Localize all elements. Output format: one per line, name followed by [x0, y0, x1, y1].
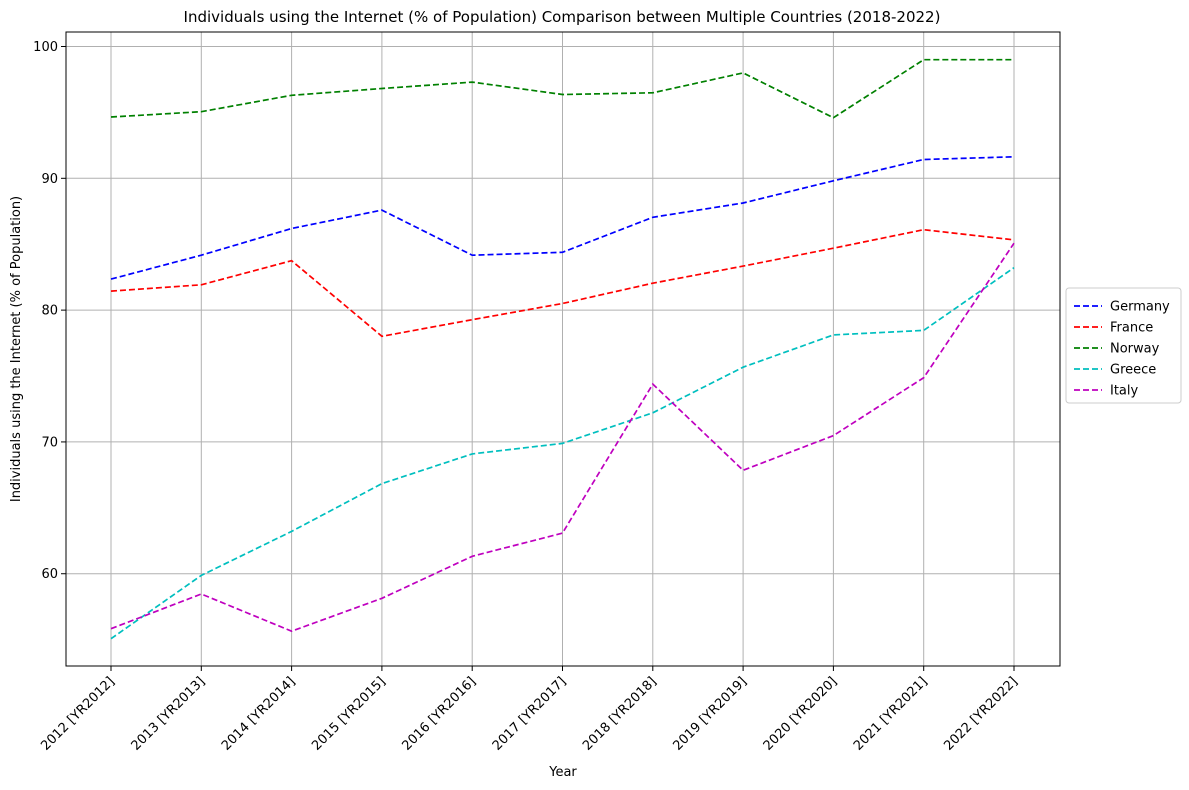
series-line-greece	[110, 267, 1015, 640]
x-tick-label: 2020 [YR2020]	[761, 674, 840, 753]
legend-label-france: France	[1110, 321, 1153, 336]
y-tick-label: 90	[41, 172, 58, 187]
x-tick-label: 2014 [YR2014]	[219, 674, 298, 753]
grid	[66, 32, 1060, 666]
x-tick-label: 2022 [YR2022]	[941, 674, 1020, 753]
y-tick-label: 100	[33, 40, 58, 55]
x-tick-label: 2013 [YR2013]	[129, 674, 208, 753]
legend-label-germany: Germany	[1110, 300, 1170, 315]
series-line-france	[110, 228, 1015, 338]
y-tick-label: 80	[41, 304, 58, 319]
x-axis-title: Year	[548, 765, 577, 780]
axis-ticks: 2012 [YR2012] 2013 [YR2013] 2014 [YR2014] 2…	[33, 40, 1021, 754]
series-line-italy	[110, 242, 1015, 633]
legend-label-italy: Italy	[1110, 384, 1139, 399]
chart-title: Individuals using the Internet (% of Pop…	[184, 8, 941, 26]
x-tick-label: 2015 [YR2015]	[309, 674, 388, 753]
y-tick-label: 70	[41, 435, 58, 450]
y-tick-label: 60	[41, 567, 58, 582]
legend-box	[1065, 287, 1182, 404]
x-tick-label: 2018 [YR2018]	[580, 674, 659, 753]
x-tick-label: 2016 [YR2016]	[400, 674, 479, 753]
x-tick-label: 2012 [YR2012]	[38, 674, 117, 753]
legend-label-norway: Norway	[1110, 342, 1160, 357]
series-line-germany	[110, 155, 1015, 280]
y-axis-title: Individuals using the Internet (% of Pop…	[9, 196, 24, 502]
x-tick-label: 2017 [YR2017]	[490, 674, 569, 753]
x-tick-label: 2021 [YR2021]	[851, 674, 930, 753]
legend-label-greece: Greece	[1110, 363, 1156, 378]
series-line-norway	[110, 58, 1014, 119]
legend: Germany France Norway Greece Italy	[1065, 287, 1182, 404]
series-lines	[110, 58, 1015, 640]
x-tick-label: 2019 [YR2019]	[670, 674, 749, 753]
